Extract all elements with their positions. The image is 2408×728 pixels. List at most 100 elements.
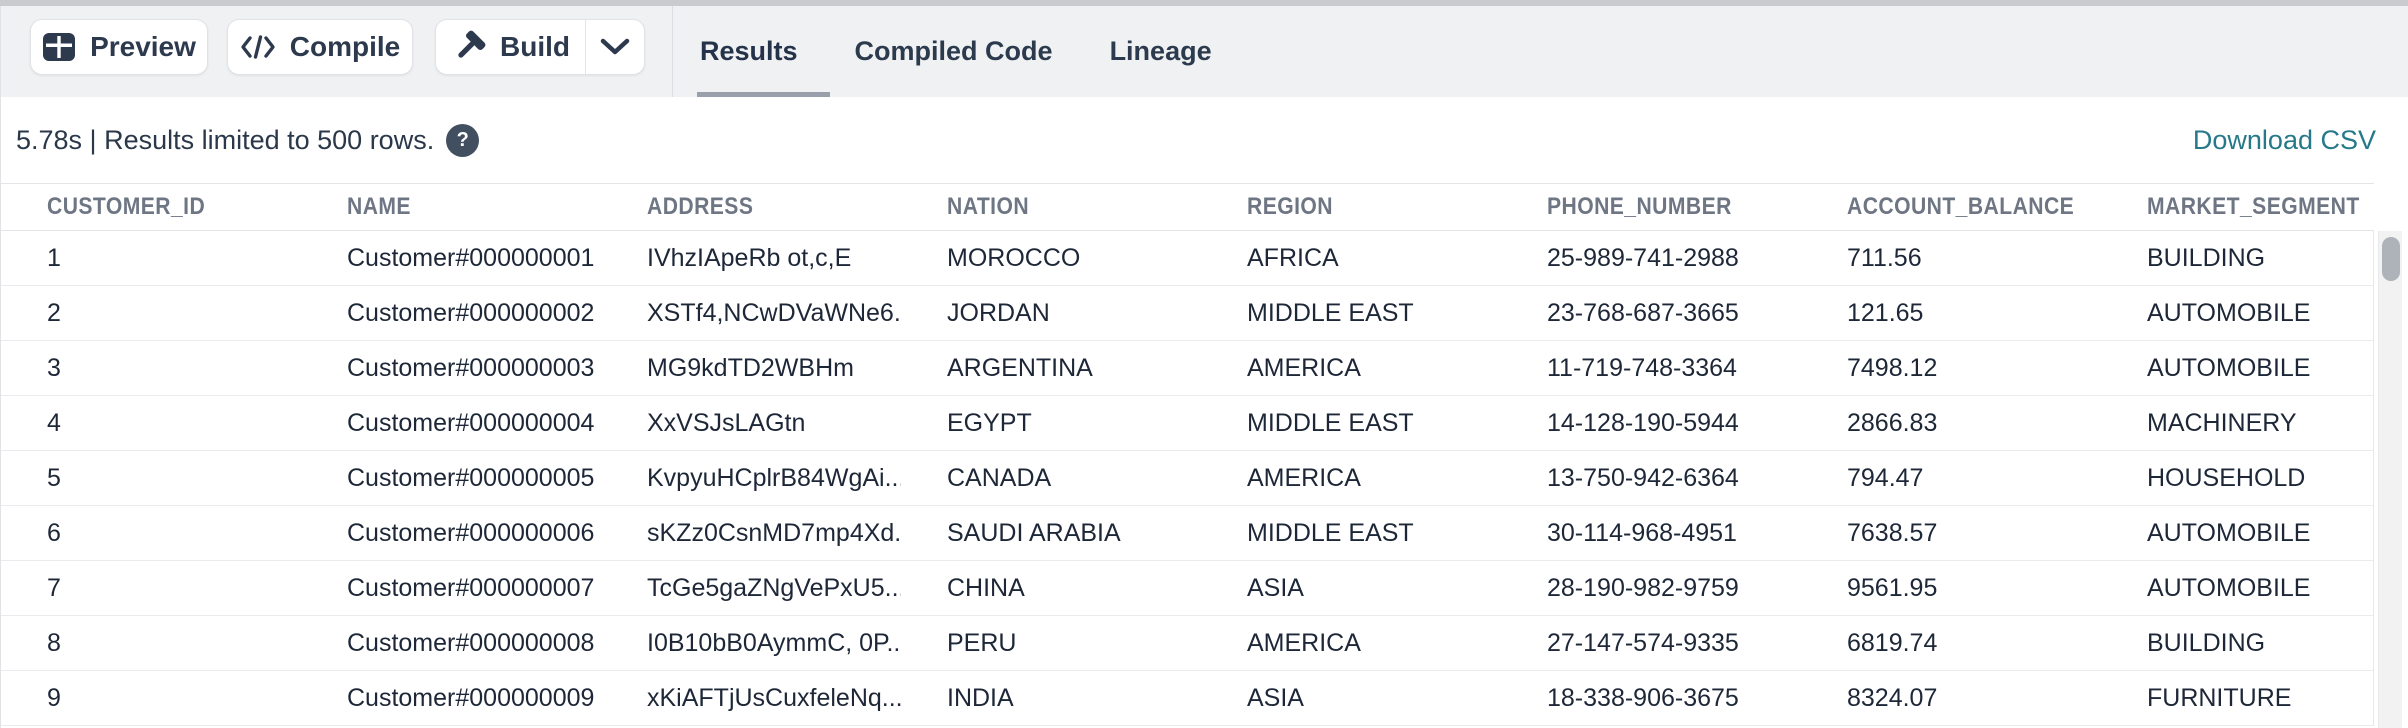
- results-table: CUSTOMER_ID NAME ADDRESS NATION REGION PHONE_…: [1, 183, 2408, 726]
- active-tab-underline: [697, 92, 830, 97]
- table-header-row: CUSTOMER_ID NAME ADDRESS NATION REGION PHONE_…: [1, 183, 2374, 231]
- table-cell: 1: [47, 243, 61, 272]
- table-cell: MACHINERY: [2147, 408, 2297, 437]
- table-cell: Customer#000000004: [347, 408, 595, 437]
- table-cell: Customer#000000003: [347, 353, 595, 382]
- build-button[interactable]: Build: [436, 20, 585, 74]
- table-cell: 8: [47, 628, 61, 657]
- column-header-nation: NATION: [947, 193, 1030, 220]
- panel-left-border: [0, 6, 1, 728]
- compile-button-label: Compile: [289, 31, 401, 62]
- table-cell: AMERICA: [1247, 463, 1361, 492]
- table-cell: Customer#000000002: [347, 298, 595, 327]
- table-cell: AUTOMOBILE: [2147, 353, 2311, 382]
- table-body: 1 Customer#000000001 IVhzIApeRb ot,c,E MORO…: [1, 231, 2374, 726]
- table-cell: I0B10bB0AymmC, 0P...: [647, 628, 901, 657]
- table-cell: 13-750-942-6364: [1547, 463, 1739, 492]
- table-row[interactable]: 6 Customer#000000006 sKZz0CsnMD7mp4Xd... SA…: [1, 506, 2373, 561]
- table-cell: AMERICA: [1247, 628, 1361, 657]
- table-row[interactable]: 5 Customer#000000005 KvpyuHCplrB84WgAi... C…: [1, 451, 2373, 506]
- results-tabbar: Results Compiled Code Lineage: [700, 6, 1212, 97]
- table-cell: HOUSEHOLD: [2147, 463, 2306, 492]
- table-cell: 2866.83: [1847, 408, 1938, 437]
- table-cell: IVhzIApeRb ot,c,E: [647, 243, 852, 272]
- table-cell: 7: [47, 573, 61, 602]
- table-cell: 794.47: [1847, 463, 1924, 492]
- vertical-scrollbar[interactable]: [2378, 231, 2402, 728]
- column-header-region: REGION: [1247, 193, 1333, 220]
- query-status: 5.78s | Results limited to 500 rows. ?: [16, 97, 480, 183]
- table-cell: PERU: [947, 628, 1017, 657]
- table-row[interactable]: 7 Customer#000000007 TcGe5gaZNgVePxU5... CH…: [1, 561, 2373, 616]
- toolbar: Preview Compile: [0, 6, 2408, 97]
- preview-button[interactable]: Preview: [30, 19, 208, 75]
- table-cell: AUTOMOBILE: [2147, 573, 2311, 602]
- help-icon[interactable]: ?: [446, 123, 480, 157]
- table-row[interactable]: 8 Customer#000000008 I0B10bB0AymmC, 0P... P…: [1, 616, 2373, 671]
- table-cell: Customer#000000009: [347, 683, 595, 712]
- query-status-text: 5.78s | Results limited to 500 rows.: [16, 124, 435, 155]
- table-cell: 711.56: [1847, 243, 1922, 272]
- table-cell: 11-719-748-3364: [1547, 353, 1737, 382]
- download-csv-link[interactable]: Download CSV: [2192, 124, 2376, 155]
- table-cell: 28-190-982-9759: [1547, 573, 1739, 602]
- table-cell: JORDAN: [947, 298, 1050, 327]
- tab-results[interactable]: Results: [700, 36, 798, 66]
- table-cell: MIDDLE EAST: [1247, 298, 1414, 327]
- table-cell: 8324.07: [1847, 683, 1938, 712]
- table-cell: AFRICA: [1247, 243, 1339, 272]
- table-cell: TcGe5gaZNgVePxU5...: [647, 573, 901, 602]
- table-cell: MG9kdTD2WBHm: [647, 353, 854, 382]
- column-header-address: ADDRESS: [647, 193, 754, 220]
- toolbar-separator: [672, 6, 673, 97]
- table-cell: 7498.12: [1847, 353, 1938, 382]
- column-header-account_balance: ACCOUNT_BALANCE: [1847, 193, 2075, 220]
- table-row[interactable]: 3 Customer#000000003 MG9kdTD2WBHm ARGENTINA…: [1, 341, 2373, 396]
- table-cell: AUTOMOBILE: [2147, 298, 2311, 327]
- table-cell: Customer#000000005: [347, 463, 595, 492]
- table-cell: 6: [47, 518, 61, 547]
- table-cell: 3: [47, 353, 61, 382]
- table-row[interactable]: 9 Customer#000000009 xKiAFTjUsCuxfeleNq...…: [1, 671, 2373, 726]
- table-cell: CHINA: [947, 573, 1025, 602]
- preview-button-label: Preview: [90, 31, 196, 62]
- compile-button[interactable]: Compile: [227, 19, 413, 75]
- table-row[interactable]: 1 Customer#000000001 IVhzIApeRb ot,c,E MORO…: [1, 231, 2373, 286]
- table-cell: 30-114-968-4951: [1547, 518, 1737, 547]
- build-button-label: Build: [500, 31, 570, 62]
- column-header-phone_number: PHONE_NUMBER: [1547, 193, 1732, 220]
- table-cell: Customer#000000006: [347, 518, 595, 547]
- table-row[interactable]: 4 Customer#000000004 XxVSJsLAGtn EGYPT MIDDL…: [1, 396, 2373, 451]
- chevron-down-icon: [600, 38, 630, 56]
- table-cell: MIDDLE EAST: [1247, 518, 1414, 547]
- build-button-group: Build: [435, 19, 645, 75]
- table-cell: 6819.74: [1847, 628, 1938, 657]
- table-cell: 18-338-906-3675: [1547, 683, 1739, 712]
- vertical-scrollbar-thumb[interactable]: [2382, 237, 2400, 281]
- table-cell: MIDDLE EAST: [1247, 408, 1414, 437]
- panel-resize-handle[interactable]: [0, 0, 2408, 6]
- table-cell: 14-128-190-5944: [1547, 408, 1739, 437]
- table-row[interactable]: 2 Customer#000000002 XSTf4,NCwDVaWNe6... JO…: [1, 286, 2373, 341]
- table-cell: KvpyuHCplrB84WgAi...: [647, 463, 901, 492]
- table-cell: FURNITURE: [2147, 683, 2292, 712]
- tab-lineage[interactable]: Lineage: [1109, 36, 1212, 66]
- table-cell: Customer#000000008: [347, 628, 595, 657]
- build-group-divider: [585, 20, 586, 74]
- hammer-icon: [451, 29, 487, 65]
- table-cell: XSTf4,NCwDVaWNe6...: [647, 298, 901, 327]
- table-cell: 2: [47, 298, 61, 327]
- table-cell: 121.65: [1847, 298, 1924, 327]
- preview-grid-icon: [42, 32, 76, 62]
- table-cell: AUTOMOBILE: [2147, 518, 2311, 547]
- tab-compiled-code[interactable]: Compiled Code: [854, 36, 1053, 66]
- table-cell: SAUDI ARABIA: [947, 518, 1121, 547]
- build-options-dropdown-button[interactable]: [586, 20, 644, 74]
- table-cell: 23-768-687-3665: [1547, 298, 1739, 327]
- table-cell: INDIA: [947, 683, 1014, 712]
- table-cell: 7638.57: [1847, 518, 1938, 547]
- table-cell: AMERICA: [1247, 353, 1361, 382]
- table-cell: CANADA: [947, 463, 1052, 492]
- table-cell: 9561.95: [1847, 573, 1938, 602]
- table-cell: EGYPT: [947, 408, 1032, 437]
